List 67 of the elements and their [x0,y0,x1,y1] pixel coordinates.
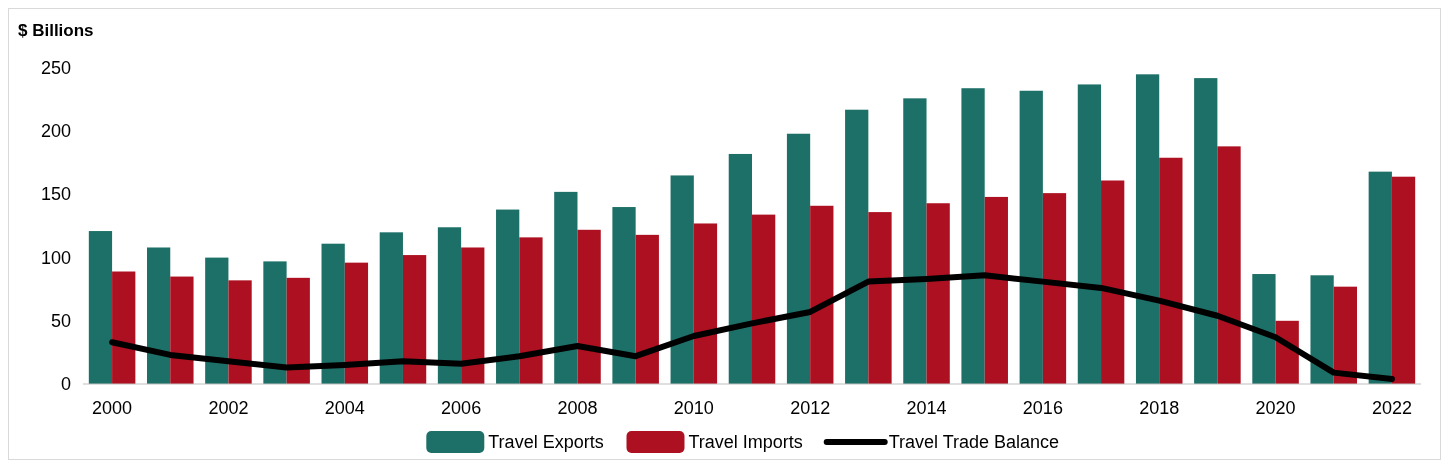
bar [786,133,811,384]
bar [263,261,287,384]
x-tick-label: 2004 [324,398,365,418]
bar [1135,74,1160,384]
bar [1159,157,1183,384]
bar [1101,180,1125,384]
legend-label: Travel Exports [488,432,604,452]
x-tick-label: 2016 [1022,398,1063,418]
y-tick-label: 200 [40,121,71,142]
y-tick-label: 50 [50,310,71,331]
bar [670,175,694,384]
bar [402,255,427,384]
bar [321,243,345,384]
x-tick-label: 2020 [1255,398,1296,418]
x-tick-label: 2018 [1139,398,1180,418]
bar [845,109,869,384]
bar [228,280,252,384]
bar [577,229,601,384]
bar [88,231,113,384]
y-tick-label: 150 [40,184,71,205]
bar [984,196,1008,384]
x-tick-label: 2012 [790,398,831,418]
y-tick-label: 0 [60,374,71,394]
bar [170,276,194,384]
bar [519,237,543,384]
bar [1217,146,1241,384]
y-tick-label: 100 [40,247,71,268]
x-tick-label: 2000 [92,398,133,418]
bar [728,153,752,384]
bar [693,223,718,384]
y-axis-title: $ Billions [18,21,94,40]
bar [205,257,229,384]
bar [903,98,927,384]
bar [612,207,636,384]
bar [437,227,462,384]
bar [1019,90,1043,384]
x-tick-label: 2006 [441,398,482,418]
x-tick-label: 2022 [1371,398,1412,418]
bar [810,205,834,384]
bar [146,247,171,384]
bar [1042,193,1067,384]
bar [344,262,369,384]
bar [752,214,776,384]
bar [1333,286,1358,384]
bar [112,271,136,384]
bar [961,88,985,384]
bar [554,191,578,384]
x-tick-label: 2010 [673,398,714,418]
bar [461,247,485,384]
bar [1252,274,1276,384]
x-tick-label: 2008 [557,398,598,418]
bar [635,234,659,384]
legend-label: Travel Trade Balance [888,432,1060,452]
bar [379,232,403,384]
legend-label: Travel Imports [688,432,803,452]
bar [926,203,950,384]
x-tick-label: 2014 [906,398,947,418]
y-tick-label: 250 [40,58,71,78]
bar [1077,84,1102,384]
bar [1368,171,1392,384]
bar [1391,176,1416,384]
bar [1310,275,1334,384]
x-tick-label: 2002 [208,398,249,418]
bar [868,212,892,384]
bar [496,209,520,384]
bar [286,277,310,384]
bar [1194,78,1218,384]
